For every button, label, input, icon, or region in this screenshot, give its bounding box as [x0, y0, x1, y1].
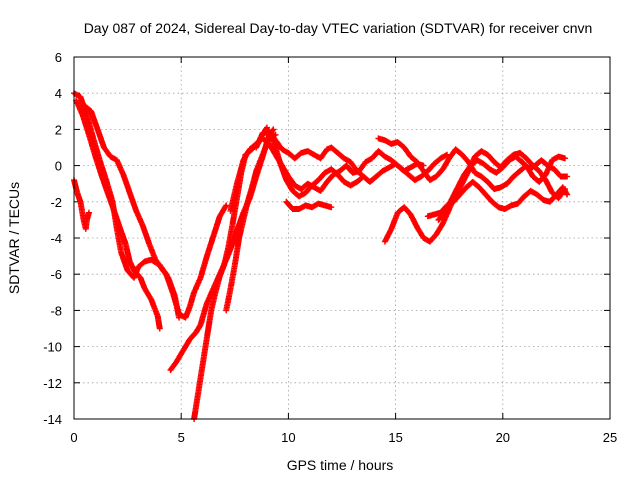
y-tick-label: -4	[50, 231, 62, 246]
x-tick-label: 25	[603, 430, 617, 445]
y-tick-label: -14	[43, 412, 62, 427]
grid-lines	[74, 57, 610, 419]
series-track-10	[264, 130, 367, 200]
y-axis-title: SDTVAR / TECUs	[6, 182, 22, 294]
y-tick-label: 2	[55, 122, 62, 137]
y-tick-label: 6	[55, 50, 62, 65]
marker-path	[435, 153, 571, 223]
series-track-2	[73, 97, 163, 332]
y-tick-label: 4	[55, 86, 62, 101]
marker-path	[73, 97, 163, 332]
y-tick-label: -10	[43, 340, 62, 355]
series-track-11	[283, 198, 335, 212]
marker-path	[81, 102, 183, 321]
plot-frame	[73, 56, 611, 420]
marker-path	[264, 130, 367, 200]
chart-title: Day 087 of 2024, Sidereal Day-to-day VTE…	[84, 20, 593, 36]
x-tick-label: 10	[281, 430, 295, 445]
series-track-15	[435, 153, 571, 223]
x-tick-label: 0	[70, 430, 77, 445]
y-tick-label: 0	[55, 159, 62, 174]
x-tick-label: 15	[388, 430, 402, 445]
y-tick-label: -6	[50, 267, 62, 282]
marker-path	[223, 131, 279, 314]
y-tick-label: -8	[50, 303, 62, 318]
marker-path	[283, 198, 335, 212]
data-series	[71, 90, 571, 422]
series-track-7	[223, 131, 279, 314]
y-tick-label: -2	[50, 195, 62, 210]
x-tick-label: 20	[496, 430, 510, 445]
y-tick-label: -12	[43, 376, 62, 391]
x-tick-label: 5	[178, 430, 185, 445]
series-track-3	[81, 102, 183, 321]
x-axis-title: GPS time / hours	[287, 457, 394, 473]
